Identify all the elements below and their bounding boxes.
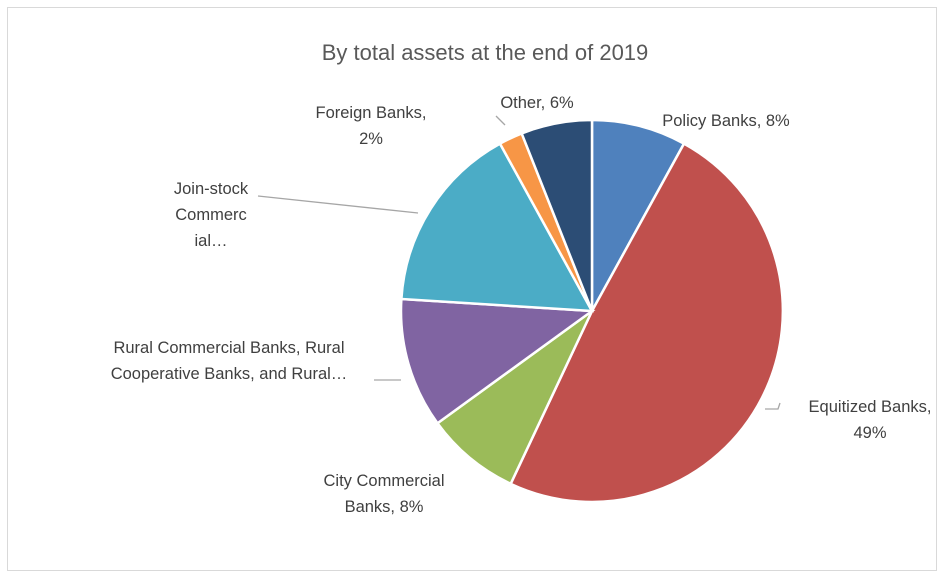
data-label-line: Banks, 8%: [345, 498, 424, 516]
leader-line-equitized-banks: [765, 402, 781, 410]
data-label-line: 2%: [359, 130, 383, 148]
leader-line-join-stock-commercial: [257, 195, 419, 214]
data-label-line: 49%: [853, 424, 886, 442]
data-label-line: Join-stock: [174, 180, 249, 198]
data-label-line: Other, 6%: [500, 94, 574, 112]
pie-chart: By total assets at the end of 2019 Polic…: [111, 40, 932, 516]
data-label-line: Rural Commercial Banks, Rural: [113, 339, 344, 357]
leader-lines: [257, 115, 781, 410]
data-label-join-stock-commercial: Join-stock Commerc ial…: [174, 180, 249, 250]
slice-labels: Policy Banks, 8% Equitized Banks, 49% City …: [111, 94, 932, 516]
data-label-equitized-banks: Equitized Banks, 49%: [809, 398, 932, 442]
data-label-foreign-banks: Foreign Banks, 2%: [316, 104, 427, 148]
leader-line-foreign-banks: [495, 115, 506, 126]
pie-slice-policy-banks: [590, 118, 686, 312]
chart-area: By total assets at the end of 2019 Polic…: [7, 7, 937, 571]
data-label-line: Foreign Banks,: [316, 104, 427, 122]
data-label-line: Cooperative Banks, and Rural…: [111, 365, 348, 383]
data-label-policy-banks: Policy Banks, 8%: [662, 112, 790, 130]
data-label-line: Equitized Banks,: [809, 398, 932, 416]
data-label-line: Policy Banks, 8%: [662, 112, 790, 130]
pie-slices: [399, 118, 785, 504]
pie-slice-rural-commercial-banks-rural-cooperative-banks-and-rural: [399, 297, 596, 426]
data-label-rural-commercial-banks-rural-cooperative-banks-and-rural: Rural Commercial Banks, Rural Cooperative…: [111, 339, 348, 383]
data-label-other: Other, 6%: [500, 94, 574, 112]
pie-slice-city-commercial-banks: [435, 309, 594, 486]
pie-slice-equitized-banks: [509, 141, 785, 504]
data-label-city-commercial-banks: City Commercial Banks, 8%: [323, 472, 444, 516]
data-label-line: City Commercial: [323, 472, 444, 490]
data-label-line: Commerc: [175, 206, 247, 224]
pie-slice-join-stock-commercial: [400, 141, 595, 313]
data-label-line: ial…: [194, 232, 227, 250]
pie-slice-other: [520, 118, 594, 312]
chart-title: By total assets at the end of 2019: [322, 40, 649, 65]
